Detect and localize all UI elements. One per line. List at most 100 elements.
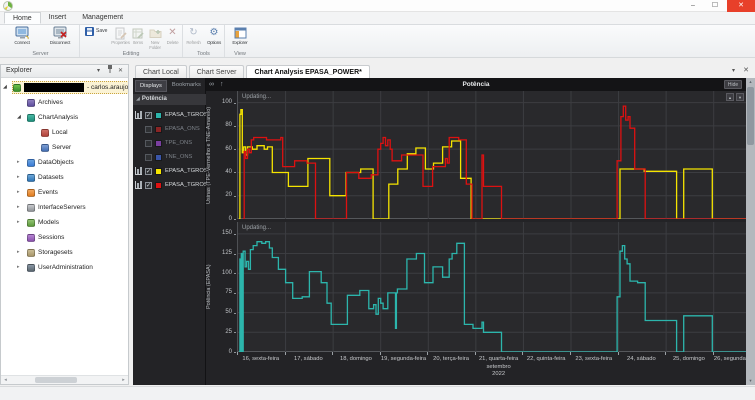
redacted-server-name: [24, 83, 84, 92]
x-axis-tick-mark: [379, 352, 381, 355]
tree-item--carlos-araujo[interactable]: ◢ - carlos.araujo: [1, 80, 128, 95]
pin-icon[interactable]: [104, 65, 115, 77]
pen-row-epasa_tgrosspower_[interactable]: ✓ EPASA_TGROSSPOWER_: [133, 164, 206, 178]
pen-checkbox-unchecked[interactable]: [145, 153, 152, 161]
save-icon: [85, 26, 94, 36]
minimize-button[interactable]: –: [691, 2, 695, 9]
tree-expanded-icon[interactable]: ◢: [17, 114, 21, 120]
pen-checkbox-unchecked[interactable]: [145, 125, 152, 133]
bottom-chart-plot-area[interactable]: Updating...: [237, 222, 747, 352]
chart-vertical-scrollbar[interactable]: ▴ ▾: [746, 78, 755, 385]
connect-icon: [4, 26, 40, 40]
tree-collapsed-icon[interactable]: ▸: [17, 189, 20, 195]
options-button[interactable]: ⚙ Options: [204, 26, 224, 50]
tree-item-archives[interactable]: Archives: [1, 95, 128, 110]
ribbon-tab-management[interactable]: Management: [82, 14, 124, 21]
pen-row-epasa_tgrosspower_[interactable]: ✓ EPASA_TGROSSPOWER_: [133, 178, 206, 192]
explorer-close-icon[interactable]: ✕: [117, 68, 124, 74]
items-icon: [130, 26, 146, 40]
pin-chart-icon[interactable]: ↑: [220, 81, 224, 88]
tree-item-chartanalysis[interactable]: ◢ ChartAnalysis: [1, 110, 128, 125]
pen-row-epasa_ons[interactable]: EPASA_ONS: [133, 122, 206, 136]
hide-button[interactable]: Hide: [724, 80, 742, 89]
document-tab-1[interactable]: Chart Local: [135, 65, 187, 79]
tree-item-useradministration[interactable]: ▸ UserAdministration: [1, 260, 128, 275]
tree-collapsed-icon[interactable]: ▸: [17, 204, 20, 210]
y-axis-tick-label: 150: [221, 230, 232, 237]
pen-checkbox-checked[interactable]: ✓: [145, 167, 152, 175]
tree-collapsed-icon[interactable]: ▸: [17, 174, 20, 180]
x-axis-tick-mark: [665, 352, 667, 355]
pen-row-epasa_tgrosspower_[interactable]: ✓ EPASA_TGROSSPOWER_: [133, 108, 206, 122]
x-axis-tick-label: 19, segunda-feira: [380, 356, 427, 362]
pen-row-tpe_ons[interactable]: TPE_ONS: [133, 136, 206, 150]
tree-item-label: Archives: [38, 99, 63, 106]
tree-collapsed-icon[interactable]: ▸: [17, 159, 20, 165]
maximize-button[interactable]: ☐: [711, 2, 719, 9]
y-axis-tick-mark: [234, 102, 236, 104]
scrollbar-thumb[interactable]: [35, 377, 77, 383]
document-tab-strip: Chart Local Chart Server Chart Analysis EP…: [133, 64, 755, 79]
tree-item-interfaceservers[interactable]: ▸ InterfaceServers: [1, 200, 128, 215]
tree-item-models[interactable]: ▸ Models: [1, 215, 128, 230]
series-epasa-tgrosspower-amarelo-tne-: [239, 108, 746, 219]
pen-checkbox-checked[interactable]: ✓: [145, 111, 152, 119]
tab-list-dropdown-icon[interactable]: ▾: [731, 68, 735, 74]
pen-row-tne_ons[interactable]: TNE_ONS: [133, 150, 206, 164]
tab-close-icon[interactable]: ✕: [743, 67, 749, 74]
top-chart-plot-area[interactable]: Updating... ▴ ▾: [237, 91, 747, 219]
pen-color-swatch: [155, 181, 162, 189]
scroll-down-icon[interactable]: ▾: [749, 378, 752, 383]
scale-down-icon[interactable]: ▾: [736, 93, 744, 101]
series-epasa-tgrosspower-total-: [239, 241, 746, 352]
ribbon-tab-home[interactable]: Home: [4, 12, 41, 24]
link-scales-icon[interactable]: ∞: [209, 81, 214, 88]
tree-expanded-icon[interactable]: ◢: [3, 84, 7, 90]
tree-item-datasets[interactable]: ▸ Datasets: [1, 170, 128, 185]
tree-item-label: Storagesets: [38, 249, 73, 256]
datasets-icon: [27, 173, 35, 182]
tree-collapsed-icon[interactable]: ▸: [17, 264, 20, 270]
tree-collapsed-icon[interactable]: ▸: [17, 219, 20, 225]
view-group-label: View: [234, 51, 246, 57]
user-administration-icon: [27, 263, 35, 272]
document-tab-2[interactable]: Chart Server: [188, 65, 245, 79]
pen-checkbox-unchecked[interactable]: [145, 139, 152, 147]
tree-item-local[interactable]: Local: [1, 125, 128, 140]
explorer-horizontal-scrollbar[interactable]: ◂ ▸: [1, 375, 128, 384]
tools-group-label: Tools: [197, 51, 210, 57]
pen-label: EPASA_TGROSSPOWER_: [165, 168, 206, 174]
explorer-menu-icon[interactable]: ▾: [96, 68, 100, 74]
server-group-label: Server: [32, 51, 49, 57]
connect-button[interactable]: Connect: [4, 26, 40, 50]
tree-item-server[interactable]: Server: [1, 140, 128, 155]
tree-item-label: DataObjects: [38, 159, 74, 166]
new-folder-button: New Folder: [146, 26, 164, 50]
tree-item-storagesets[interactable]: ▸ Storagesets: [1, 245, 128, 260]
pens-tab-bookmarks[interactable]: Bookmarks: [171, 82, 201, 88]
explorer-button[interactable]: Explorer: [227, 26, 253, 50]
x-axis-tick-mark: [617, 352, 619, 355]
tree-item-events[interactable]: ▸ Events: [1, 185, 128, 200]
pen-group-header[interactable]: ◢ Potência: [133, 94, 206, 105]
scroll-right-icon[interactable]: ▸: [122, 377, 125, 383]
y-axis-tick-mark: [234, 292, 236, 294]
scale-up-icon[interactable]: ▴: [726, 93, 734, 101]
scrollbar-thumb[interactable]: [747, 87, 754, 145]
document-tab-3[interactable]: Chart Analysis EPASA_POWER*: [246, 65, 370, 79]
close-button[interactable]: ✕: [727, 0, 755, 12]
scroll-left-icon[interactable]: ◂: [4, 377, 7, 383]
pen-checkbox-checked[interactable]: ✓: [145, 181, 152, 189]
x-axis-tick-mark: [332, 352, 334, 355]
x-axis-tick-label: 16, sexta-feira: [242, 356, 280, 362]
tree-item-sessions[interactable]: Sessions: [1, 230, 128, 245]
pens-tab-displays[interactable]: Displays: [135, 80, 167, 92]
disconnect-button[interactable]: Disconnect: [41, 26, 79, 50]
ribbon-tab-insert[interactable]: Insert: [48, 14, 67, 21]
tree-item-label: Events: [38, 189, 58, 196]
tree-collapsed-icon[interactable]: ▸: [17, 249, 20, 255]
scroll-up-icon[interactable]: ▴: [749, 79, 752, 84]
tree-item-dataobjects[interactable]: ▸ DataObjects: [1, 155, 128, 170]
save-button[interactable]: Save: [82, 26, 110, 36]
explorer-panel: Explorer ▾ ✕ ◢ - carlos.araujo Archives ◢ Ch…: [0, 64, 129, 385]
